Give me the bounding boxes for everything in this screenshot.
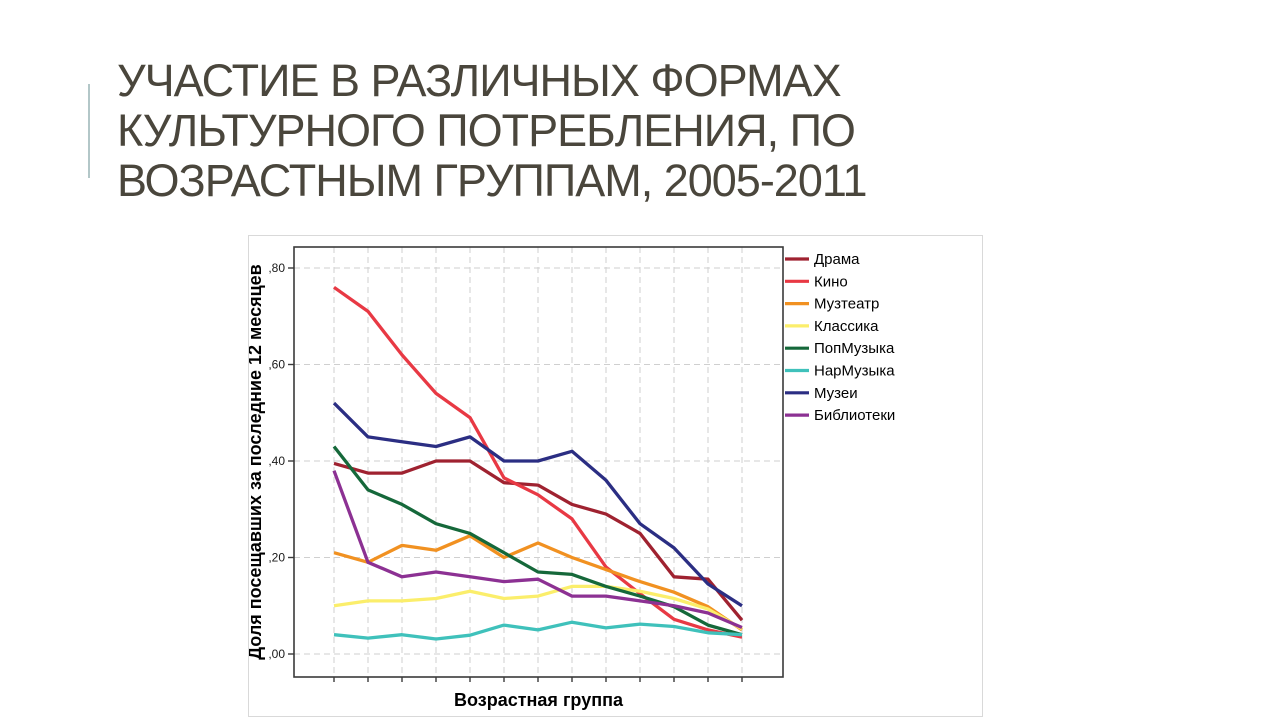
series-line-0 — [333, 459, 744, 622]
legend-label: Музтеатр — [814, 296, 879, 313]
slide-title: УЧАСТИЕ В РАЗЛИЧНЫХ ФОРМАХ КУЛЬТУРНОГО П… — [117, 56, 1017, 206]
legend-label: Классика — [814, 318, 879, 335]
y-tick-label: ,60 — [268, 358, 285, 372]
series-lines — [332, 285, 744, 641]
legend-label: Кино — [814, 273, 848, 290]
series-line-6 — [332, 401, 743, 608]
legend-label: НарМузыка — [814, 363, 895, 380]
y-tick-label: ,20 — [268, 551, 285, 565]
series-line-7 — [332, 470, 743, 630]
series-line-5 — [333, 620, 743, 641]
y-axis-label: Доля посещавших за последние 12 месяцев — [249, 264, 265, 659]
axis-ticks — [288, 267, 743, 682]
title-line-1: УЧАСТИЕ В РАЗЛИЧНЫХ ФОРМАХ — [117, 55, 842, 106]
y-tick-label: ,40 — [268, 454, 285, 468]
title-accent-bar — [88, 84, 90, 178]
legend-label: Библиотеки — [814, 407, 895, 424]
series-line-1 — [333, 285, 743, 639]
title-line-2: КУЛЬТУРНОГО ПОТРЕБЛЕНИЯ, ПО — [117, 105, 856, 156]
legend: Драма Кино Музтеатр Классика ПопМузыка НарМуз… — [785, 251, 895, 424]
legend-label: Музеи — [814, 385, 858, 402]
chart-figure: ,80 ,60 ,40 ,20 ,00 Драма Кино Музтеатр Классика… — [248, 235, 983, 717]
legend-label: Драма — [814, 251, 860, 268]
legend-label: ПопМузыка — [814, 340, 895, 357]
series-line-3 — [333, 584, 743, 631]
y-tick-label: ,00 — [268, 647, 285, 661]
line-chart: ,80 ,60 ,40 ,20 ,00 Драма Кино Музтеатр Классика… — [249, 246, 895, 710]
y-tick-labels: ,80 ,60 ,40 ,20 ,00 — [268, 261, 285, 661]
y-tick-label: ,80 — [268, 261, 285, 275]
series-line-2 — [333, 534, 743, 632]
x-axis-label: Возрастная группа — [454, 690, 624, 710]
title-line-3: ВОЗРАСТНЫМ ГРУППАМ, 2005-2011 — [117, 155, 868, 206]
